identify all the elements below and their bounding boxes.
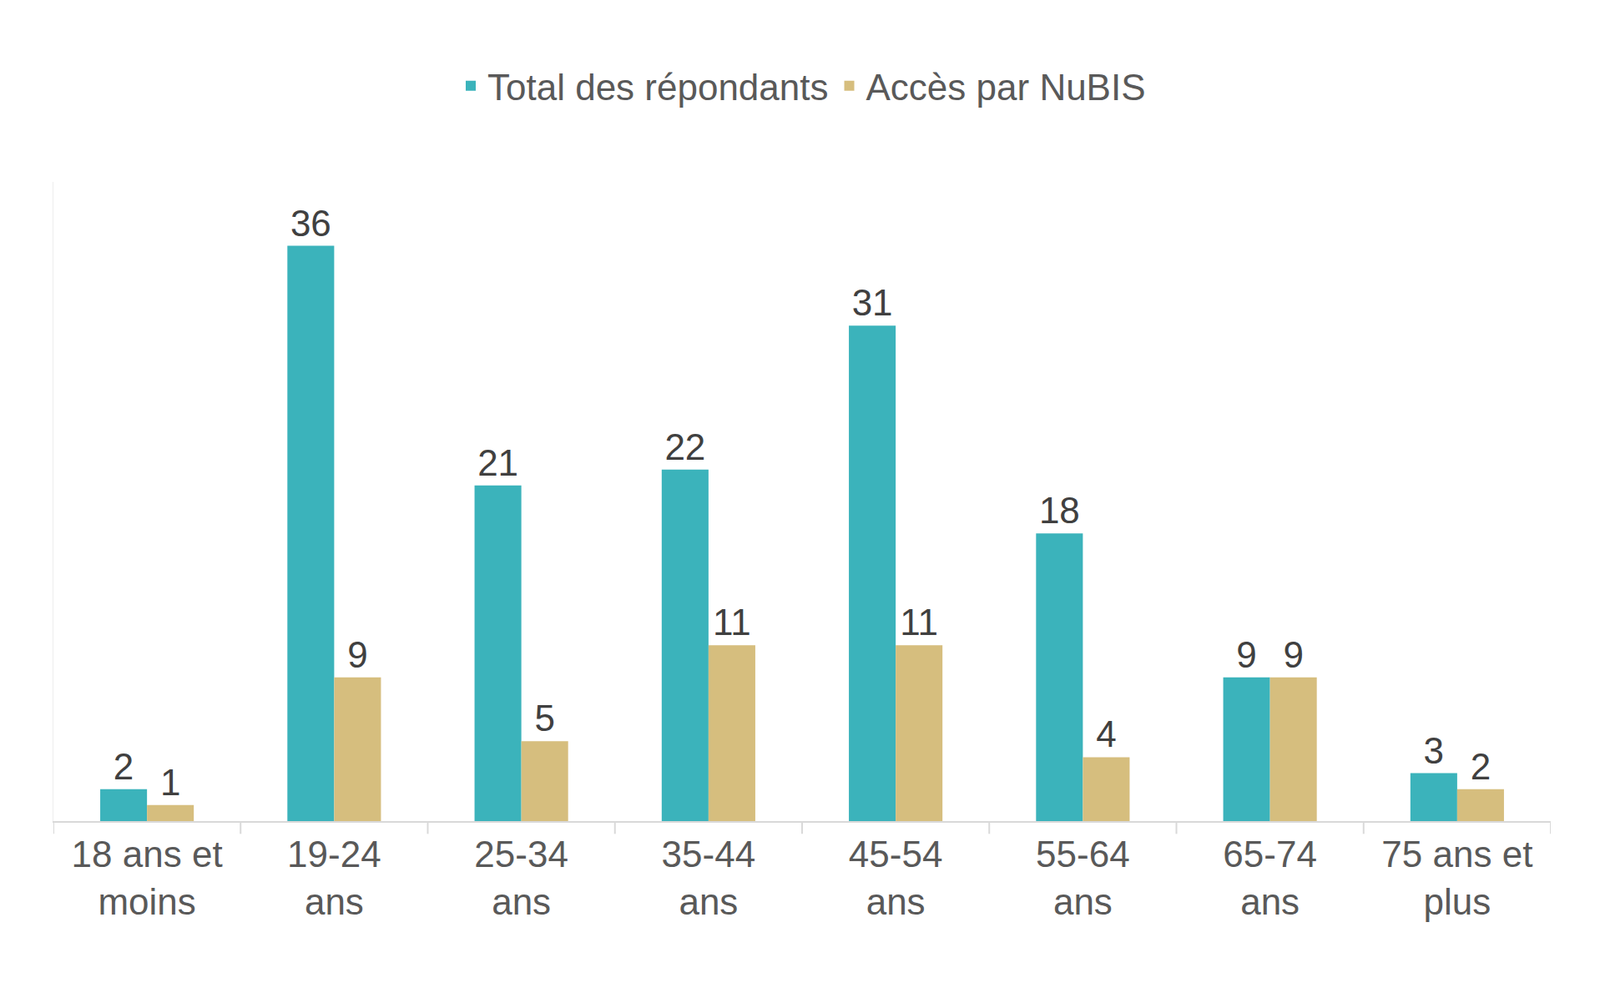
svg-text:36: 36 <box>290 202 332 244</box>
svg-text:9: 9 <box>1236 634 1257 676</box>
svg-text:21: 21 <box>477 442 519 484</box>
svg-text:65-74ans: 65-74ans <box>1222 833 1318 923</box>
svg-text:31: 31 <box>852 282 894 324</box>
svg-text:45-54ans: 45-54ans <box>848 833 944 923</box>
svg-text:3: 3 <box>1423 730 1444 772</box>
svg-text:25-34ans: 25-34ans <box>474 833 569 923</box>
svg-text:9: 9 <box>1282 634 1303 676</box>
svg-text:9: 9 <box>347 634 368 676</box>
svg-text:18: 18 <box>1039 489 1081 531</box>
svg-text:11: 11 <box>899 601 939 643</box>
svg-text:11: 11 <box>712 601 752 643</box>
svg-text:55-64ans: 55-64ans <box>1035 833 1131 923</box>
svg-text:5: 5 <box>534 697 555 739</box>
svg-text:75 ans etplus: 75 ans etplus <box>1381 833 1533 923</box>
svg-text:Accès par NuBIS: Accès par NuBIS <box>866 66 1146 108</box>
svg-text:1: 1 <box>160 762 181 803</box>
svg-text:2: 2 <box>113 746 134 788</box>
svg-text:19-24ans: 19-24ans <box>287 833 382 923</box>
svg-text:18 ans etmoins: 18 ans etmoins <box>71 833 223 923</box>
svg-text:35-44ans: 35-44ans <box>661 833 757 923</box>
svg-text:22: 22 <box>664 426 706 468</box>
svg-text:Total des répondants: Total des répondants <box>487 66 829 108</box>
svg-text:2: 2 <box>1470 746 1491 788</box>
svg-text:4: 4 <box>1095 713 1116 755</box>
